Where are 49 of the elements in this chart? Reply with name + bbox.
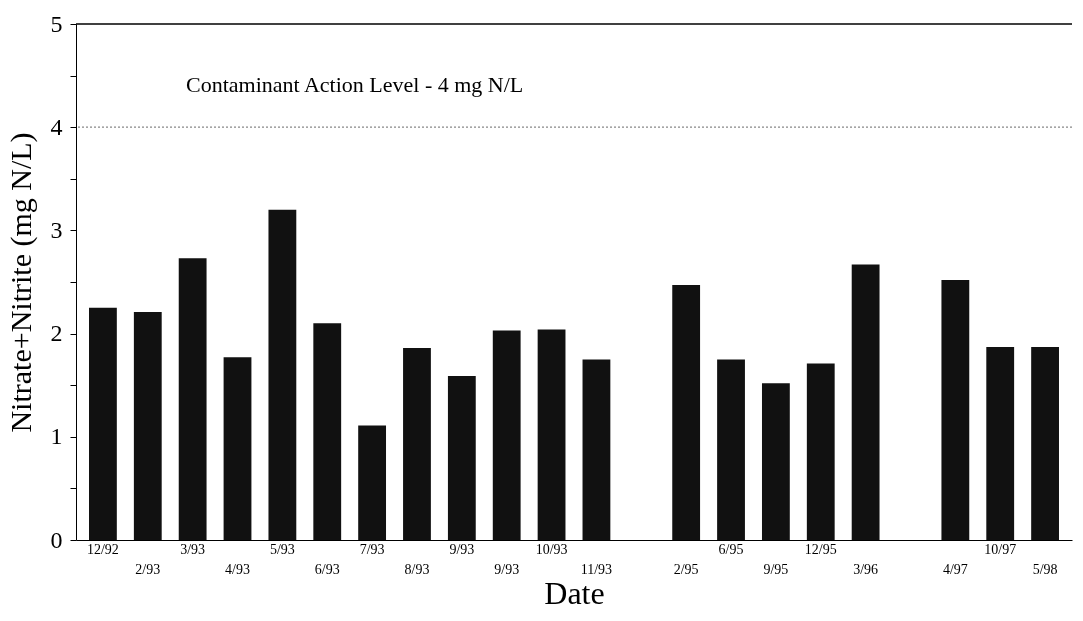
bar bbox=[313, 323, 342, 540]
bar bbox=[761, 383, 790, 540]
x-tick-label: 2/93 bbox=[135, 561, 161, 577]
x-tick-label: 2/95 bbox=[673, 561, 699, 577]
x-tick-label: 3/96 bbox=[853, 561, 879, 577]
bar bbox=[851, 264, 880, 540]
x-tick-label: 9/95 bbox=[763, 561, 789, 577]
x-tick-label: 5/93 bbox=[269, 541, 295, 557]
y-axis-title: Nitrate+Nitrite (mg N/L) bbox=[3, 132, 38, 433]
bar bbox=[941, 279, 970, 540]
bar bbox=[358, 425, 387, 540]
bar bbox=[447, 375, 476, 540]
y-tick-label: 3 bbox=[50, 216, 63, 243]
bar bbox=[89, 307, 117, 540]
x-tick-label: 9/93 bbox=[494, 561, 520, 577]
x-tick-label: 12/92 bbox=[86, 541, 119, 557]
bar bbox=[717, 359, 745, 540]
bar bbox=[403, 348, 431, 540]
x-tick-label: 7/93 bbox=[359, 541, 385, 557]
bar bbox=[537, 329, 566, 540]
x-tick-label: 3/93 bbox=[180, 541, 206, 557]
bar bbox=[672, 285, 701, 540]
bar bbox=[1031, 347, 1059, 540]
bar bbox=[178, 258, 207, 540]
bar bbox=[223, 357, 252, 540]
x-tick-label: 6/95 bbox=[718, 541, 744, 557]
x-tick-label: 8/93 bbox=[404, 561, 430, 577]
y-tick-label: 1 bbox=[50, 423, 63, 450]
bar bbox=[986, 347, 1015, 540]
ref-line-label: Contaminant Action Level - 4 mg N/L bbox=[186, 72, 524, 98]
bar bbox=[806, 363, 835, 540]
y-tick-label: 0 bbox=[50, 526, 63, 553]
bar bbox=[133, 311, 162, 540]
x-tick-label: 10/93 bbox=[535, 541, 568, 557]
bar bbox=[492, 330, 521, 540]
x-tick-label: 6/93 bbox=[314, 561, 340, 577]
x-tick-label: 4/97 bbox=[942, 561, 968, 577]
bar bbox=[582, 359, 611, 540]
x-tick-label: 11/93 bbox=[580, 561, 613, 577]
x-axis-title: Date bbox=[544, 574, 605, 611]
y-tick-label: 2 bbox=[50, 320, 63, 347]
y-tick-label: 5 bbox=[50, 10, 63, 37]
y-tick-label: 4 bbox=[50, 113, 63, 140]
bar bbox=[268, 209, 297, 540]
x-tick-label: 4/93 bbox=[225, 561, 250, 577]
x-tick-label: 10/97 bbox=[984, 541, 1017, 557]
x-tick-label: 9/93 bbox=[449, 541, 475, 557]
x-tick-label: 5/98 bbox=[1032, 561, 1058, 577]
x-tick-label: 12/95 bbox=[804, 541, 837, 557]
